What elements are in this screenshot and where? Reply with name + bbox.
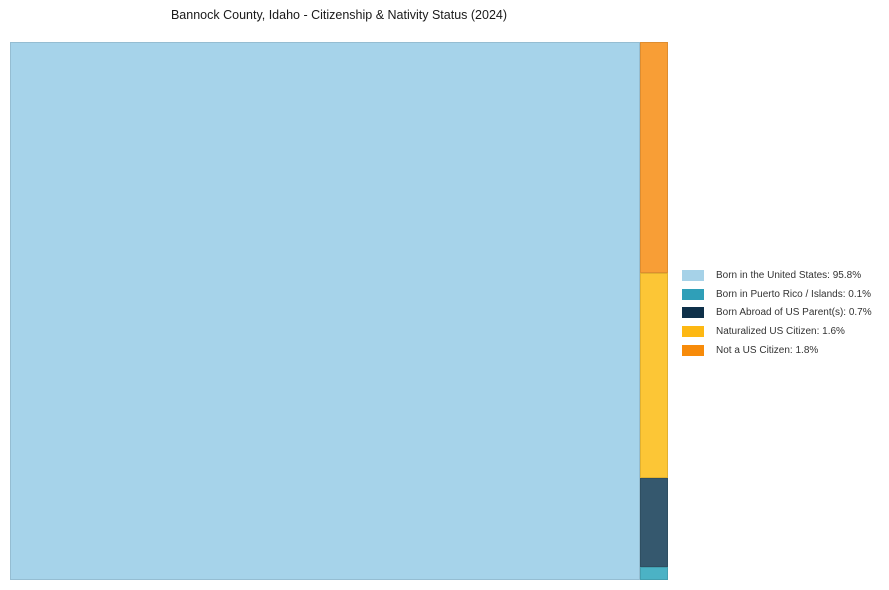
legend-label: Naturalized US Citizen: 1.6%	[716, 325, 845, 337]
treemap-segment-born-abroad	[640, 477, 668, 568]
legend-swatch-icon	[682, 344, 704, 356]
treemap-segment-naturalized	[640, 272, 668, 478]
legend-label: Born Abroad of US Parent(s): 0.7%	[716, 307, 872, 319]
legend-item-not-citizen: Not a US Citizen: 1.8%	[682, 341, 872, 360]
legend-item-naturalized: Naturalized US Citizen: 1.6%	[682, 322, 872, 341]
legend-item-born-abroad: Born Abroad of US Parent(s): 0.7%	[682, 303, 872, 322]
legend-label: Born in Puerto Rico / Islands: 0.1%	[716, 288, 872, 300]
legend-swatch-icon	[682, 288, 704, 300]
legend: Born in the United States: 95.8% Born in …	[682, 266, 872, 359]
legend-item-born-in-pr: Born in Puerto Rico / Islands: 0.1%	[682, 285, 872, 304]
treemap-segment-born-in-pr	[640, 567, 668, 580]
chart-title: Bannock County, Idaho - Citizenship & Na…	[170, 8, 508, 22]
legend-swatch-icon	[682, 325, 704, 337]
treemap-segment-born-in-us	[10, 42, 641, 580]
legend-swatch-icon	[682, 269, 704, 281]
legend-item-born-in-us: Born in the United States: 95.8%	[682, 266, 872, 285]
legend-swatch-icon	[682, 307, 704, 319]
legend-label: Not a US Citizen: 1.8%	[716, 344, 819, 356]
treemap-segment-not-citizen	[640, 42, 668, 273]
treemap-chart	[10, 42, 668, 580]
legend-label: Born in the United States: 95.8%	[716, 269, 862, 281]
